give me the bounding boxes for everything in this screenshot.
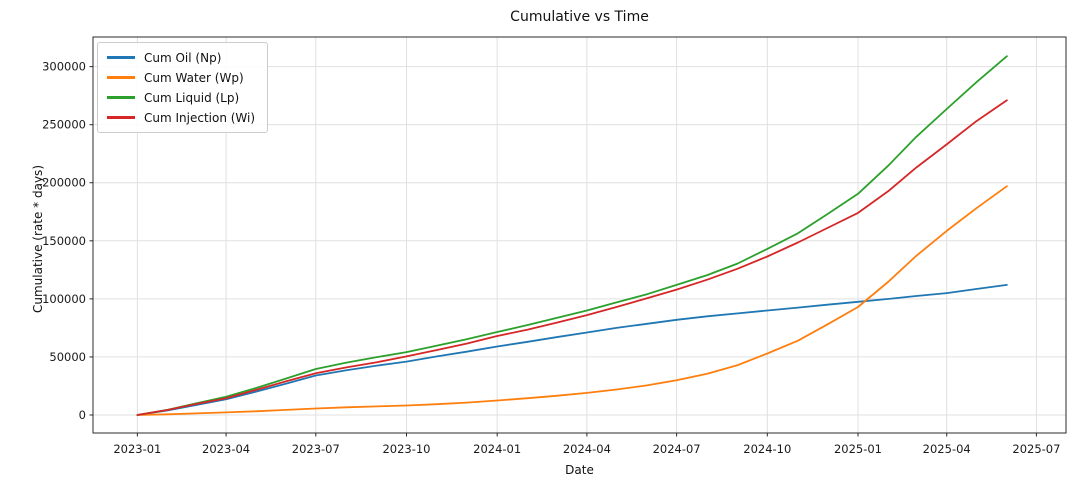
svg-text:2023-07: 2023-07 bbox=[292, 442, 340, 456]
legend-label: Cum Liquid (Lp) bbox=[144, 90, 240, 105]
cum-oil-line-swatch bbox=[107, 56, 135, 59]
cum-water-line-swatch bbox=[107, 76, 135, 79]
svg-text:300000: 300000 bbox=[42, 60, 86, 74]
svg-text:2023-04: 2023-04 bbox=[202, 442, 250, 456]
svg-text:2024-01: 2024-01 bbox=[473, 442, 521, 456]
legend-item-cum-oil: Cum Oil (Np) bbox=[107, 49, 255, 66]
svg-text:2025-07: 2025-07 bbox=[1012, 442, 1060, 456]
svg-text:50000: 50000 bbox=[49, 350, 86, 364]
svg-text:2024-04: 2024-04 bbox=[563, 442, 611, 456]
svg-text:2024-10: 2024-10 bbox=[743, 442, 791, 456]
legend-item-cum-water: Cum Water (Wp) bbox=[107, 69, 255, 86]
svg-text:200000: 200000 bbox=[42, 176, 86, 190]
legend-label: Cum Injection (Wi) bbox=[144, 110, 256, 125]
svg-text:100000: 100000 bbox=[42, 292, 86, 306]
svg-text:250000: 250000 bbox=[42, 118, 86, 132]
svg-text:2024-07: 2024-07 bbox=[653, 442, 701, 456]
cum-injection-line-swatch bbox=[107, 116, 135, 119]
svg-text:2023-01: 2023-01 bbox=[113, 442, 161, 456]
chart-title: Cumulative vs Time bbox=[510, 9, 649, 25]
legend-item-cum-injection: Cum Injection (Wi) bbox=[107, 109, 255, 126]
svg-text:2025-01: 2025-01 bbox=[834, 442, 882, 456]
svg-text:150000: 150000 bbox=[42, 234, 86, 248]
x-axis-label: Date bbox=[565, 463, 594, 477]
legend-label: Cum Water (Wp) bbox=[144, 70, 244, 85]
legend: Cum Oil (Np) Cum Water (Wp) Cum Liquid (… bbox=[97, 42, 269, 133]
legend-item-cum-liquid: Cum Liquid (Lp) bbox=[107, 89, 255, 106]
svg-text:2023-10: 2023-10 bbox=[382, 442, 430, 456]
svg-text:2025-04: 2025-04 bbox=[923, 442, 971, 456]
svg-text:0: 0 bbox=[79, 408, 86, 422]
legend-label: Cum Oil (Np) bbox=[144, 50, 222, 65]
cum-liquid-line-swatch bbox=[107, 96, 135, 99]
